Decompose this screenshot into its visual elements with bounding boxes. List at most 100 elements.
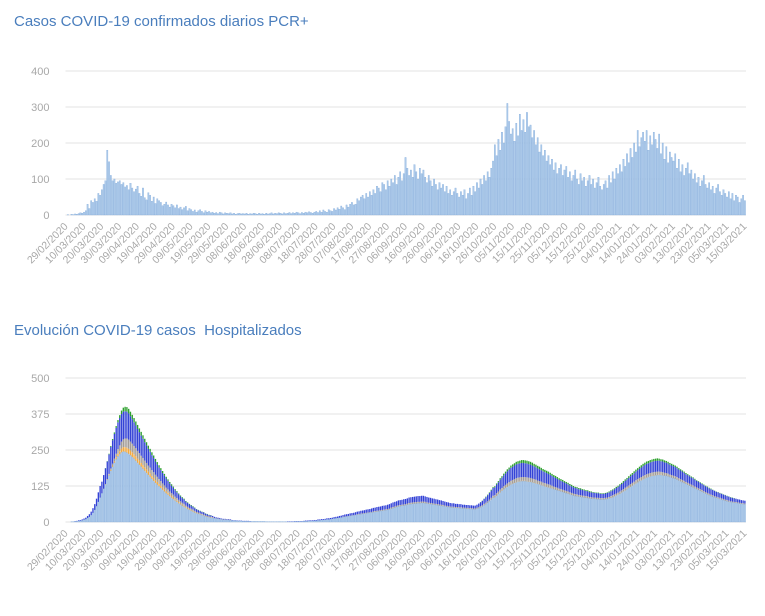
segment-orange[interactable]: [163, 489, 166, 492]
segment-blue[interactable]: [365, 509, 367, 513]
segment-gray[interactable]: [545, 483, 548, 487]
segment-light-blue[interactable]: [495, 495, 498, 523]
bar[interactable]: [374, 193, 376, 216]
segment-gray[interactable]: [422, 501, 425, 503]
segment-light-blue[interactable]: [83, 519, 85, 523]
segment-green[interactable]: [620, 482, 623, 484]
bar[interactable]: [342, 207, 344, 216]
segment-light-blue[interactable]: [701, 491, 703, 523]
segment-light-blue[interactable]: [124, 451, 126, 523]
segment-green[interactable]: [522, 460, 525, 463]
segment-green[interactable]: [537, 465, 539, 469]
segment-gray[interactable]: [363, 513, 366, 514]
bar[interactable]: [667, 162, 669, 216]
segment-light-blue[interactable]: [138, 464, 141, 523]
segment-light-blue[interactable]: [586, 497, 589, 523]
segment-blue[interactable]: [499, 479, 501, 490]
segment-light-blue[interactable]: [452, 507, 455, 523]
segment-light-blue[interactable]: [149, 476, 151, 523]
segment-blue[interactable]: [333, 517, 335, 519]
bar[interactable]: [188, 208, 191, 216]
segment-blue[interactable]: [701, 483, 703, 491]
segment-green[interactable]: [510, 465, 512, 468]
segment-green[interactable]: [172, 486, 175, 488]
segment-blue[interactable]: [190, 505, 192, 509]
segment-green[interactable]: [490, 489, 492, 491]
bar[interactable]: [163, 204, 166, 216]
bar[interactable]: [713, 193, 716, 216]
segment-blue[interactable]: [135, 425, 137, 449]
segment-light-blue[interactable]: [681, 482, 684, 523]
segment-gray[interactable]: [454, 507, 457, 508]
bar[interactable]: [356, 198, 359, 216]
segment-blue[interactable]: [329, 517, 332, 520]
bar[interactable]: [395, 184, 398, 216]
segment-green[interactable]: [651, 459, 653, 462]
segment-light-blue[interactable]: [606, 498, 609, 523]
segment-blue[interactable]: [656, 460, 659, 472]
segment-blue[interactable]: [553, 477, 555, 487]
bar[interactable]: [126, 185, 128, 216]
segment-green[interactable]: [517, 461, 519, 464]
bar[interactable]: [497, 139, 500, 216]
segment-light-blue[interactable]: [361, 513, 364, 523]
segment-blue[interactable]: [719, 493, 721, 498]
segment-light-blue[interactable]: [627, 487, 630, 523]
bar[interactable]: [186, 210, 189, 216]
bar[interactable]: [327, 209, 330, 216]
segment-blue[interactable]: [136, 428, 139, 451]
bar[interactable]: [681, 164, 684, 216]
segment-light-blue[interactable]: [685, 483, 687, 523]
segment-blue[interactable]: [726, 496, 728, 501]
segment-light-blue[interactable]: [633, 484, 635, 523]
segment-light-blue[interactable]: [579, 496, 582, 523]
segment-gray[interactable]: [578, 494, 580, 497]
segment-blue[interactable]: [540, 470, 542, 482]
bar[interactable]: [674, 153, 677, 216]
segment-light-blue[interactable]: [251, 521, 253, 523]
segment-light-blue[interactable]: [472, 509, 475, 523]
bar[interactable]: [445, 186, 448, 216]
bar[interactable]: [165, 201, 168, 216]
segment-gray[interactable]: [394, 506, 396, 508]
segment-light-blue[interactable]: [670, 477, 673, 523]
segment-light-blue[interactable]: [454, 507, 457, 523]
segment-light-blue[interactable]: [302, 520, 305, 523]
bar[interactable]: [135, 188, 137, 216]
bar[interactable]: [204, 210, 207, 216]
bar[interactable]: [217, 213, 219, 216]
segment-green[interactable]: [160, 468, 162, 471]
segment-gray[interactable]: [653, 472, 655, 476]
segment-blue[interactable]: [688, 476, 691, 484]
segment-gray[interactable]: [619, 491, 621, 494]
bar[interactable]: [474, 191, 477, 216]
segment-light-blue[interactable]: [510, 484, 512, 523]
segment-light-blue[interactable]: [383, 510, 385, 523]
segment-blue[interactable]: [185, 501, 187, 506]
bar[interactable]: [181, 209, 184, 216]
segment-blue[interactable]: [194, 508, 196, 511]
bar[interactable]: [540, 144, 543, 216]
segment-blue[interactable]: [345, 514, 348, 517]
segment-green[interactable]: [545, 470, 548, 474]
segment-light-blue[interactable]: [710, 495, 712, 523]
segment-gray[interactable]: [503, 486, 505, 490]
segment-blue[interactable]: [519, 463, 521, 478]
segment-green[interactable]: [503, 473, 505, 476]
bar[interactable]: [526, 112, 528, 216]
bar[interactable]: [76, 214, 78, 216]
segment-blue[interactable]: [85, 517, 87, 520]
segment-gray[interactable]: [458, 507, 460, 509]
segment-light-blue[interactable]: [447, 506, 450, 523]
segment-blue[interactable]: [401, 499, 403, 505]
segment-green[interactable]: [576, 487, 578, 489]
segment-gray[interactable]: [642, 475, 644, 480]
segment-green[interactable]: [556, 477, 559, 479]
segment-green[interactable]: [569, 483, 571, 486]
segment-gray[interactable]: [442, 505, 444, 507]
segment-gray[interactable]: [437, 504, 439, 506]
segment-blue[interactable]: [608, 492, 610, 497]
segment-green[interactable]: [626, 477, 628, 480]
bar[interactable]: [565, 166, 568, 216]
bar[interactable]: [235, 214, 237, 216]
